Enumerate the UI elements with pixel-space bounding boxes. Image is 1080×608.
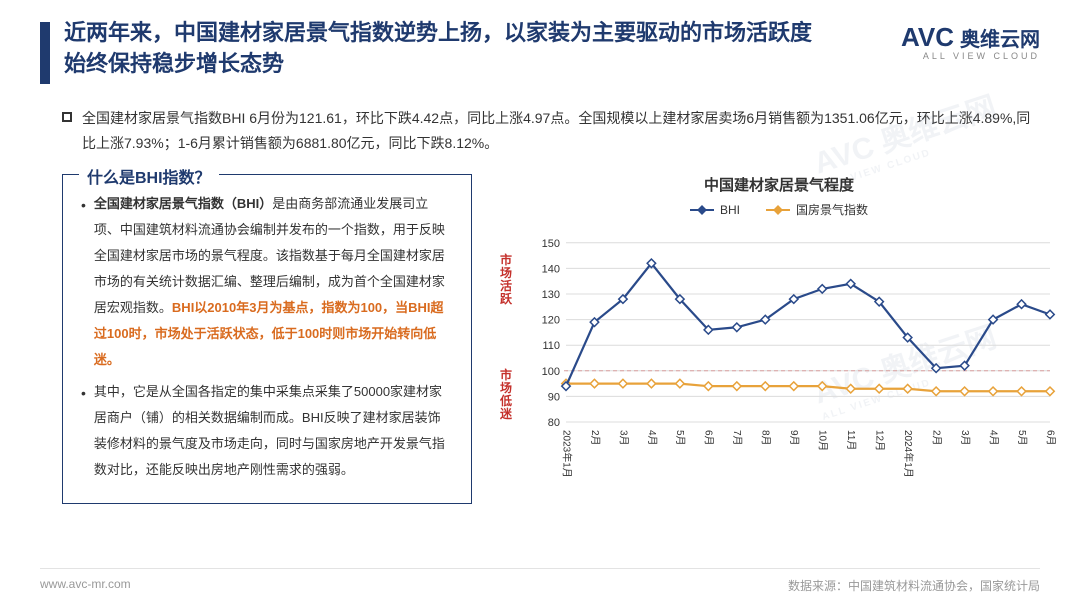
bhi-box-title: 什么是BHI指数？ <box>79 163 219 195</box>
legend-bhi: BHI <box>690 201 740 218</box>
svg-text:2024年1月: 2024年1月 <box>902 430 915 478</box>
chart-y-annotation: 市 场 活 跃 市 场 低 迷 <box>498 222 514 452</box>
svg-text:9月: 9月 <box>788 430 800 446</box>
svg-text:150: 150 <box>542 238 560 250</box>
svg-text:3月: 3月 <box>959 430 971 446</box>
brand-logo: AVC 奥维云网 ALL VIEW CLOUD <box>901 22 1040 61</box>
svg-text:120: 120 <box>542 315 560 327</box>
svg-text:2月: 2月 <box>589 430 601 446</box>
svg-text:7月: 7月 <box>731 430 743 446</box>
legend-housing: 国房景气指数 <box>766 201 868 218</box>
svg-text:11月: 11月 <box>845 430 857 450</box>
legend-housing-swatch <box>766 209 790 211</box>
svg-text:110: 110 <box>542 341 560 353</box>
svg-text:12月: 12月 <box>874 430 886 451</box>
header: 近两年来，中国建材家居景气指数逆势上扬，以家装为主要驱动的市场活跃度始终保持稳步… <box>40 18 1040 84</box>
svg-text:130: 130 <box>542 289 560 301</box>
page-title: 近两年来，中国建材家居景气指数逆势上扬，以家装为主要驱动的市场活跃度始终保持稳步… <box>64 18 824 80</box>
footer-source: 数据来源：中国建筑材料流通协会，国家统计局 <box>788 577 1040 594</box>
svg-text:4月: 4月 <box>987 430 999 446</box>
chart-body: 市 场 活 跃 市 场 低 迷 80 90 100 110 120 130 140 150 20… <box>498 222 1060 482</box>
ylabel-low: 市 场 低 迷 <box>500 369 512 422</box>
footer: www.avc-mr.com 数据来源：中国建筑材料流通协会，国家统计局 <box>40 568 1040 594</box>
bhi-explainer-box: 什么是BHI指数？ 全国建材家居景气指数（BHI）是由商务部流通业发展司立项、中… <box>62 174 472 504</box>
bhi-point-1: 全国建材家居景气指数（BHI）是由商务部流通业发展司立项、中国建筑材料流通协会编… <box>81 191 453 373</box>
ylabel-active: 市 场 活 跃 <box>500 254 512 307</box>
slide-root: AVC 奥维云网ALL VIEW CLOUD AVC 奥维云网ALL VIEW … <box>0 0 1080 608</box>
svg-text:90: 90 <box>548 392 560 404</box>
svg-text:10月: 10月 <box>817 430 829 451</box>
bhi-p1-rest: 是由商务部流通业发展司立项、中国建筑材料流通协会编制并发布的一个指数，用于反映全… <box>94 196 445 315</box>
svg-text:6月: 6月 <box>1044 430 1056 446</box>
svg-text:4月: 4月 <box>646 430 658 446</box>
summary-text: 全国建材家居景气指数BHI 6月份为121.61，环比下跌4.42点，同比上涨4… <box>82 106 1040 156</box>
logo-main: AVC <box>901 22 954 53</box>
svg-text:2月: 2月 <box>930 430 942 446</box>
chart-panel: 中国建材家居景气程度 BHI 国房景气指数 市 场 活 跃 <box>498 174 1060 504</box>
legend-bhi-swatch <box>690 209 714 211</box>
bullet-icon <box>62 112 72 122</box>
svg-text:80: 80 <box>548 417 560 429</box>
svg-text:100: 100 <box>542 366 560 378</box>
svg-text:2023年1月: 2023年1月 <box>560 430 573 478</box>
summary-paragraph: 全国建材家居景气指数BHI 6月份为121.61，环比下跌4.42点，同比上涨4… <box>62 106 1040 156</box>
svg-text:3月: 3月 <box>617 430 629 446</box>
logo-subtitle: ALL VIEW CLOUD <box>923 51 1040 61</box>
bhi-point-2: 其中，它是从全国各指定的集中采集点采集了50000家建材家居商户（铺）的相关数据… <box>81 379 453 483</box>
svg-text:5月: 5月 <box>674 430 686 446</box>
svg-text:6月: 6月 <box>703 430 715 446</box>
logo-cn: 奥维云网 <box>960 23 1040 52</box>
svg-text:8月: 8月 <box>760 430 772 446</box>
line-chart: 80 90 100 110 120 130 140 150 2023年1月 2月 3月 4月 5月 6月 7… <box>520 222 1060 482</box>
bhi-p1-lead: 全国建材家居景气指数（BHI） <box>94 196 272 211</box>
content-row: 什么是BHI指数？ 全国建材家居景气指数（BHI）是由商务部流通业发展司立项、中… <box>40 174 1040 504</box>
svg-text:5月: 5月 <box>1016 430 1028 446</box>
footer-url: www.avc-mr.com <box>40 577 131 594</box>
svg-text:140: 140 <box>542 264 560 276</box>
title-accent-bar <box>40 22 50 84</box>
chart-title: 中国建材家居景气程度 <box>498 174 1060 195</box>
chart-legend: BHI 国房景气指数 <box>498 201 1060 218</box>
